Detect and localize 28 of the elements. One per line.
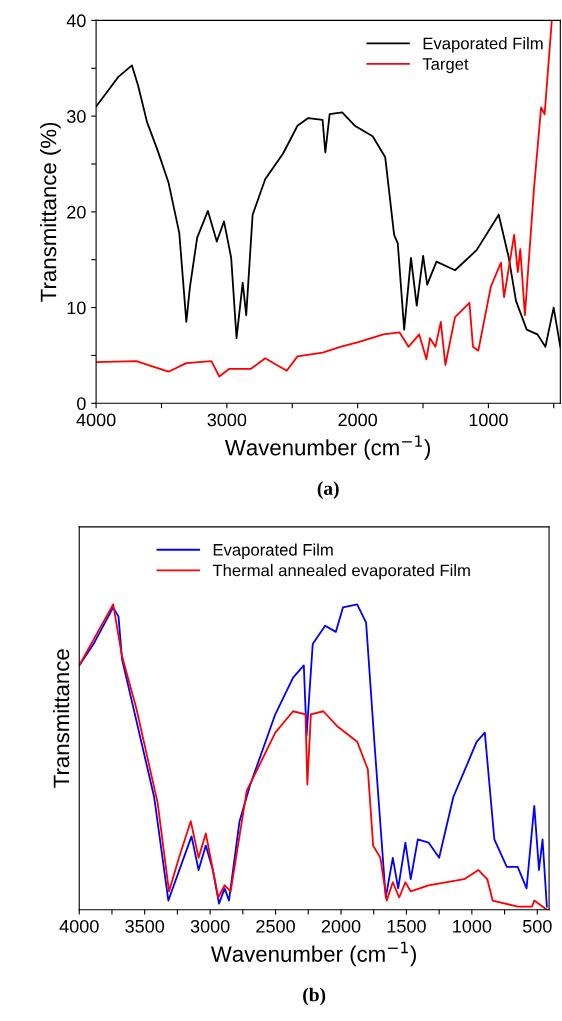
legend-label: Evaporated Film [423,37,543,53]
text: (a) [317,481,339,499]
x-axis-title: Wavenumber (cm$^{−1}$) [210,941,416,967]
x-tick-label: 1000 [453,919,492,933]
x-tick-label: 4000 [76,413,116,427]
x-tick-label: 3000 [190,919,230,933]
y-tick-label: 30 [66,110,86,123]
text: (b) [303,987,326,1006]
y-tick-label: 0 [77,397,86,411]
x-tick-label: 1500 [387,919,426,933]
x-tick-label: 500 [522,919,552,933]
x-axis-title: Wavenumber (cm$^{−1}$) [224,435,430,460]
y-axis-title: Transmittance (%) [40,122,61,302]
x-tick-label: 2000 [321,919,361,933]
legend-label: Evaporated Film [213,543,333,560]
y-axis-title: Transmittance [52,649,70,788]
x-tick-label: 3000 [207,413,247,427]
x-tick-label: 4000 [59,919,99,933]
legend-label: Thermal annealed evaporated Film [212,564,470,580]
x-tick-label: 3500 [125,919,165,933]
x-tick-label: 2500 [256,919,295,933]
y-tick-label: 20 [67,205,86,219]
y-tick-label: 10 [67,301,86,315]
x-tick-label: 2000 [338,413,378,427]
line-series [96,20,553,378]
legend-label: Target [422,58,469,74]
x-tick-label: 1000 [469,413,508,427]
y-tick-label: 40 [66,14,86,28]
